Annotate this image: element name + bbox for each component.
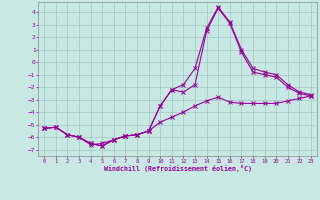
X-axis label: Windchill (Refroidissement éolien,°C): Windchill (Refroidissement éolien,°C) — [104, 165, 252, 172]
